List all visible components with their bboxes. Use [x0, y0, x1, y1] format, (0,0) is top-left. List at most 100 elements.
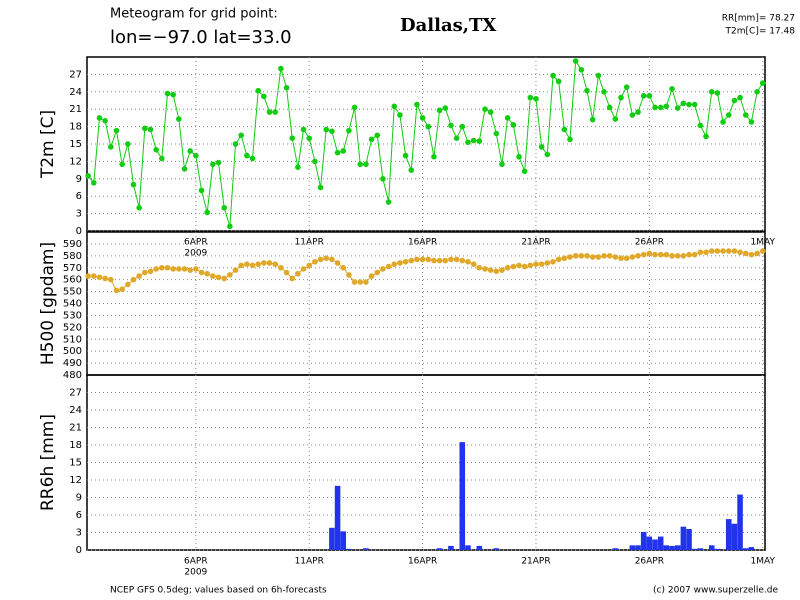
- data-point: [714, 90, 721, 96]
- data-point: [635, 109, 641, 115]
- data-point: [640, 93, 647, 99]
- data-point: [459, 123, 466, 130]
- bar: [708, 545, 715, 550]
- data-point: [436, 107, 443, 114]
- bar: [669, 545, 675, 550]
- footer-left: NCEP GFS 0.5deg; values based on 6h-fore…: [110, 586, 327, 596]
- data-point: [436, 257, 443, 264]
- data-point: [544, 151, 551, 158]
- bar: [657, 536, 664, 550]
- x-year-label: 2009: [184, 568, 207, 578]
- data-point: [181, 266, 188, 272]
- bar: [346, 548, 352, 550]
- y-tick-label: 21: [69, 104, 82, 115]
- data-point: [221, 275, 227, 282]
- data-point: [300, 126, 307, 133]
- data-point: [232, 141, 239, 147]
- data-point: [680, 100, 687, 107]
- data-point: [96, 274, 103, 281]
- data-point: [187, 148, 193, 154]
- bar: [748, 547, 755, 550]
- data-point: [402, 258, 409, 265]
- data-point: [691, 101, 698, 108]
- data-point: [657, 251, 664, 258]
- data-point: [334, 260, 341, 266]
- data-point: [516, 262, 522, 269]
- data-point: [295, 270, 301, 277]
- data-point: [521, 263, 528, 270]
- header-line2: lon=−97.0 lat=33.0: [110, 27, 292, 48]
- data-point: [340, 148, 347, 154]
- data-point: [272, 109, 279, 115]
- data-point: [527, 262, 534, 269]
- data-point: [572, 58, 579, 64]
- data-point: [527, 94, 534, 101]
- data-point: [708, 89, 715, 95]
- x-tick-label: 26APR: [635, 557, 664, 567]
- data-point: [691, 251, 698, 258]
- data-point: [142, 269, 148, 276]
- data-point: [210, 273, 216, 279]
- data-point: [261, 260, 267, 266]
- data-point: [748, 251, 755, 258]
- y-tick-label: 500: [63, 346, 82, 357]
- data-point: [572, 253, 579, 259]
- bar: [697, 548, 704, 550]
- data-point: [731, 248, 738, 254]
- data-point: [748, 119, 755, 125]
- data-point: [238, 262, 244, 269]
- x-tick-label: 21APR: [521, 557, 550, 567]
- data-point: [159, 155, 165, 162]
- bar: [691, 548, 698, 550]
- data-point: [459, 257, 466, 264]
- bar: [340, 531, 347, 550]
- data-point: [374, 132, 381, 139]
- data-point: [261, 93, 267, 100]
- data-point: [470, 261, 477, 267]
- data-point: [164, 90, 171, 97]
- data-point: [329, 256, 335, 263]
- y-tick-label: 18: [69, 440, 82, 451]
- data-point: [306, 262, 313, 269]
- data-point: [742, 112, 749, 118]
- data-point: [198, 187, 205, 194]
- data-point: [499, 161, 505, 168]
- data-point: [686, 251, 692, 258]
- data-point: [227, 272, 233, 278]
- data-point: [487, 267, 494, 273]
- data-point: [487, 109, 494, 115]
- data-point: [431, 257, 437, 264]
- data-point: [221, 205, 227, 211]
- footer-right: (c) 2007 www.superzelle.de: [653, 586, 778, 596]
- data-point: [181, 166, 188, 172]
- data-point: [272, 261, 279, 267]
- data-point: [153, 266, 159, 272]
- data-point: [351, 279, 358, 285]
- data-point: [629, 112, 636, 118]
- data-point: [504, 115, 511, 121]
- data-point: [414, 256, 420, 263]
- data-point: [618, 255, 624, 262]
- data-point: [516, 153, 522, 160]
- data-point: [465, 139, 471, 146]
- data-point: [255, 87, 262, 94]
- data-point: [442, 105, 449, 111]
- data-point: [533, 261, 539, 267]
- data-point: [113, 287, 120, 294]
- data-point: [550, 72, 556, 79]
- data-point: [725, 112, 732, 118]
- data-point: [232, 267, 239, 273]
- y-tick-label: 590: [63, 239, 82, 250]
- data-point: [595, 254, 602, 260]
- data-point: [453, 256, 460, 263]
- y-tick-label: 550: [63, 287, 82, 298]
- data-point: [170, 266, 176, 272]
- data-point: [283, 84, 290, 91]
- data-point: [142, 125, 148, 132]
- bar: [612, 548, 619, 550]
- y-tick-label: 21: [69, 423, 82, 434]
- data-point: [612, 254, 619, 260]
- data-point: [465, 258, 471, 265]
- bar: [714, 548, 721, 550]
